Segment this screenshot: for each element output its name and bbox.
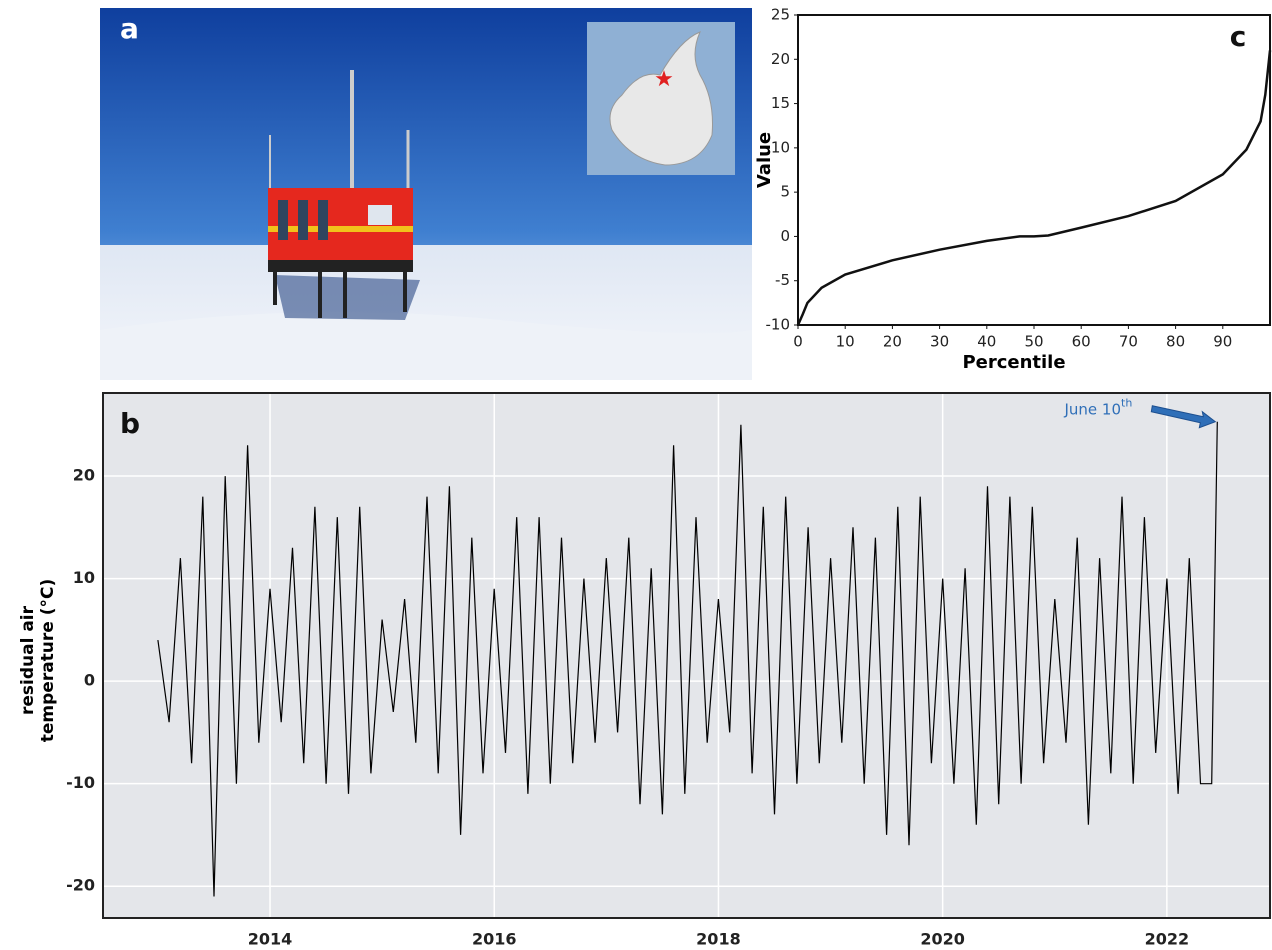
x-tick-label: 80 [1166, 333, 1185, 351]
y-tick-label: 5 [780, 183, 790, 201]
x-tick-label: 2022 [1145, 930, 1190, 949]
x-tick-label: 2016 [472, 930, 517, 949]
y-tick-label: 15 [771, 94, 790, 112]
svg-text:★: ★ [654, 67, 674, 92]
x-tick-label: 90 [1213, 333, 1232, 351]
panel-label: a [120, 12, 139, 45]
y-axis-label: Value [754, 132, 775, 188]
y-tick-label: -5 [775, 271, 790, 289]
annotation-superscript: th [1121, 397, 1132, 410]
y-tick-label: 0 [84, 671, 95, 690]
y-tick-label: 25 [771, 6, 790, 24]
y-axis-label: temperature (°C) [38, 579, 58, 743]
x-tick-label: 2018 [696, 930, 741, 949]
y-tick-label: -20 [66, 876, 95, 895]
y-tick-label: -10 [766, 316, 791, 334]
photo-panel: ★ a [100, 8, 752, 380]
x-tick-label: 60 [1072, 333, 1091, 351]
x-tick-label: 10 [836, 333, 855, 351]
x-axis-label: Percentile [962, 352, 1065, 373]
x-tick-label: 70 [1119, 333, 1138, 351]
data-line [798, 50, 1270, 325]
x-tick-label: 20 [883, 333, 902, 351]
annotation-text: June 10 [1063, 400, 1121, 418]
y-tick-label: 20 [73, 466, 95, 485]
y-tick-label: -10 [66, 773, 95, 792]
panel-label: c [1230, 20, 1247, 53]
y-tick-label: 10 [73, 568, 95, 587]
plot-frame [798, 15, 1270, 325]
chart-b: -20 -10 0 10 20 2014 2016 2018 2020 2022 b residual… [18, 393, 1270, 949]
y-tick-label: 0 [780, 227, 790, 245]
x-tick-label: 2020 [920, 930, 965, 949]
x-tick-label: 2014 [248, 930, 293, 949]
x-tick-label: 30 [930, 333, 949, 351]
y-axis-label: residual air [18, 605, 38, 715]
y-tick-label: 20 [771, 50, 790, 68]
x-tick-label: 40 [977, 333, 996, 351]
figure: ★ a -10 -5 0 5 10 15 20 25 0 10 20 30 40 50 60 70 80 90 c P… [0, 0, 1272, 950]
x-tick-label: 0 [793, 333, 803, 351]
x-tick-label: 50 [1024, 333, 1043, 351]
panel-label: b [120, 407, 140, 440]
